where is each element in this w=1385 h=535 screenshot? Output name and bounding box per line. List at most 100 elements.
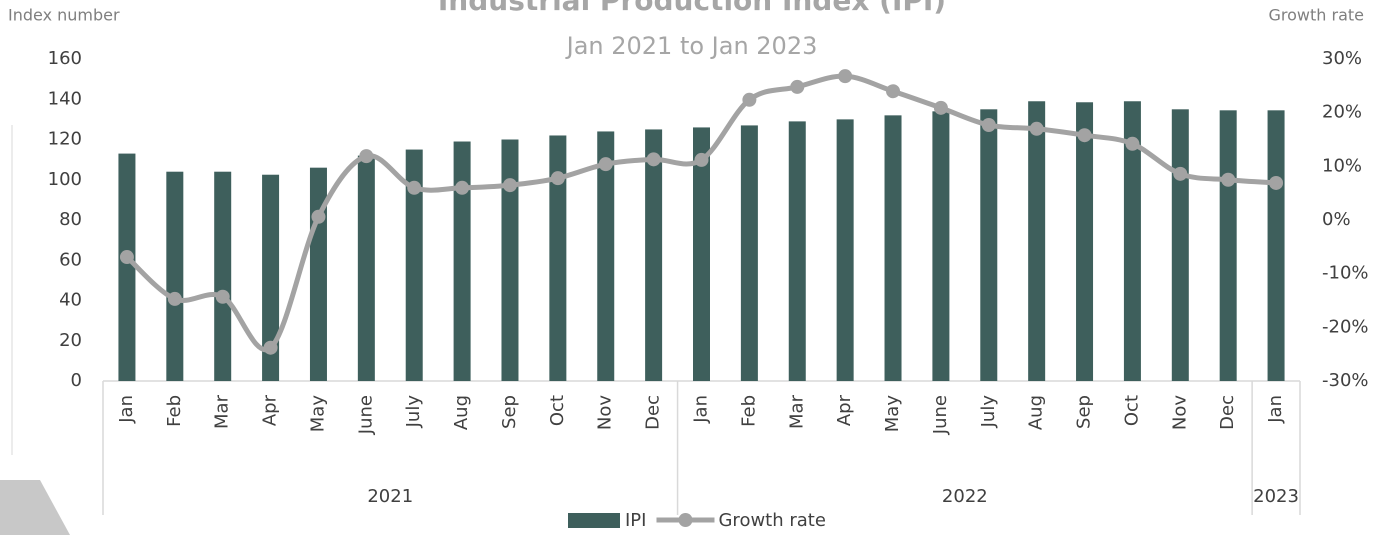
line-marker (838, 69, 853, 84)
bar (309, 167, 327, 381)
bar (262, 174, 280, 381)
x-tick-label: May (882, 395, 903, 433)
x-tick-label: Mar (212, 394, 233, 429)
legend-label: IPI (625, 510, 646, 531)
line-marker (981, 118, 996, 133)
legend-swatch (568, 513, 620, 528)
x-tick-label: Sep (1074, 395, 1095, 429)
line-marker (886, 84, 901, 99)
line-marker (550, 171, 565, 186)
y-tick-label: 160 (48, 48, 82, 69)
line-marker (215, 289, 230, 304)
x-tick-label: Nov (595, 395, 616, 430)
y-tick-label: 20 (59, 330, 82, 351)
x-tick-label: Feb (164, 395, 185, 427)
line-marker (1173, 166, 1188, 181)
bar (597, 131, 615, 381)
x-tick-label: July (403, 395, 424, 429)
x-tick-label: Oct (1121, 395, 1142, 426)
bar (788, 121, 806, 381)
x-tick-label: Oct (547, 395, 568, 426)
line-marker (694, 152, 709, 167)
x-tick-label: Sep (499, 395, 520, 429)
line-marker (119, 250, 134, 265)
x-tick-label: July (978, 395, 999, 429)
y2-tick-label: 0% (1322, 209, 1351, 230)
line-marker (455, 180, 470, 195)
bar (453, 141, 471, 381)
x-tick-label: Mar (786, 394, 807, 429)
bar (1123, 101, 1141, 381)
group-label: 2022 (942, 486, 988, 507)
x-tick-label: June (355, 395, 376, 435)
bar (1219, 110, 1237, 381)
bar (549, 135, 567, 381)
y2-tick-label: -30% (1322, 370, 1369, 391)
y2-tick-label: -20% (1322, 316, 1369, 337)
line-marker (1077, 128, 1092, 143)
x-tick-label: Aug (1026, 395, 1047, 430)
y-tick-label: 120 (48, 129, 82, 150)
x-tick-label: Apr (260, 394, 281, 426)
y2-axis-label: Growth rate (1269, 6, 1365, 25)
y-tick-label: 140 (48, 88, 82, 109)
y2-tick-label: -10% (1322, 263, 1369, 284)
chart-subtitle: Jan 2021 to Jan 2023 (565, 32, 818, 60)
x-tick-label: Apr (834, 394, 855, 426)
line-marker (359, 149, 374, 164)
bar (1267, 110, 1285, 381)
bar (740, 125, 758, 381)
bar (1171, 109, 1189, 381)
y-tick-label: 40 (59, 290, 82, 311)
bar (884, 115, 902, 381)
legend-label: Growth rate (718, 510, 825, 531)
y-axis-label: Index number (8, 6, 120, 25)
line-marker (742, 92, 757, 107)
bar (405, 149, 423, 381)
line-marker (167, 291, 182, 306)
bar (1076, 102, 1094, 382)
bar (357, 155, 375, 381)
bar (693, 127, 710, 381)
bar (645, 129, 663, 381)
line-marker (933, 100, 948, 115)
line-marker (1029, 121, 1044, 136)
legend-swatch-marker (678, 513, 693, 527)
bar (118, 153, 136, 381)
x-tick-label: Nov (1169, 395, 1190, 430)
y-tick-label: 100 (48, 169, 82, 190)
y-tick-label: 60 (59, 249, 82, 270)
x-tick-label: Jan (116, 395, 137, 424)
line-marker (311, 209, 326, 224)
bar (932, 111, 950, 381)
line-marker (502, 178, 517, 193)
line-marker (1221, 172, 1236, 187)
x-tick-label: Aug (451, 395, 472, 430)
line-marker (790, 79, 805, 94)
chart-title: Industrial Production Index (IPI) (438, 0, 946, 17)
x-tick-label: Jan (691, 395, 712, 424)
x-tick-label: May (307, 395, 328, 433)
line-marker (1269, 175, 1284, 190)
line-marker (598, 157, 613, 172)
y-tick-label: 0 (71, 370, 82, 391)
group-label: 2021 (367, 486, 413, 507)
y2-tick-label: 20% (1322, 102, 1362, 123)
y2-tick-label: 30% (1322, 48, 1362, 69)
bar (214, 171, 232, 381)
x-tick-label: Dec (1217, 395, 1238, 430)
line-marker (263, 340, 278, 355)
x-tick-label: Dec (643, 395, 664, 430)
x-tick-label: June (930, 395, 951, 435)
y-tick-label: 80 (59, 209, 82, 230)
bar (836, 119, 854, 381)
y2-tick-label: 10% (1322, 155, 1362, 176)
line-marker (646, 152, 661, 167)
bar (166, 171, 184, 381)
group-label: 2023 (1253, 486, 1299, 507)
line-marker (1125, 136, 1140, 151)
line-marker (407, 180, 422, 195)
x-tick-label: Feb (738, 395, 759, 427)
bar (1028, 101, 1046, 381)
